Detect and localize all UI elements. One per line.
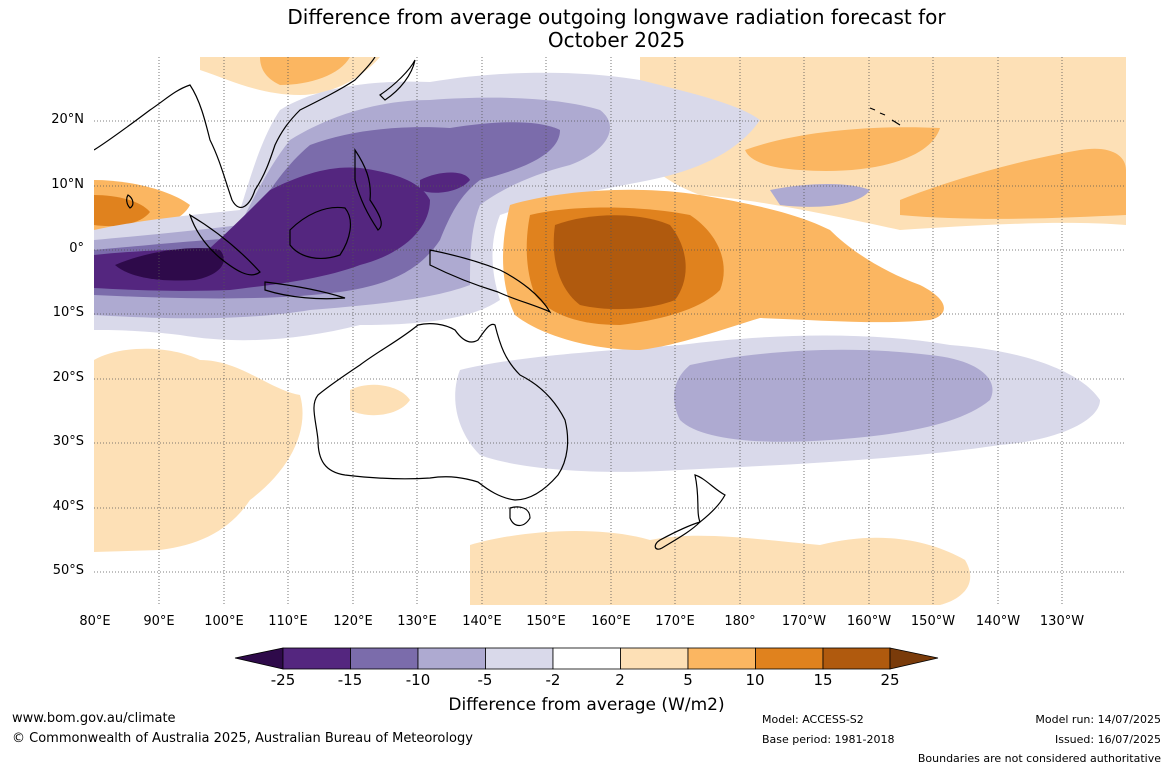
positive-anomaly-region-southern-ocean [470, 530, 971, 605]
colorbar-segment-pos5 [687, 647, 756, 670]
colorbar-segment-neutral [552, 647, 621, 670]
hawaii-islands [869, 107, 901, 126]
positive-anomaly-region-japan [260, 57, 350, 85]
australia-coastline [313, 323, 569, 501]
lon-label-150e: 150°E [526, 614, 566, 629]
anomaly-field [94, 57, 1126, 605]
colorbar-segment-neg5 [485, 647, 554, 670]
new-zealand-north-coastline [694, 474, 726, 523]
footer-url: www.bom.gov.au/climate [12, 711, 176, 726]
lon-label-80e: 80°E [79, 614, 111, 629]
lon-label-170w: 170°W [781, 614, 827, 629]
colorbar [234, 647, 939, 670]
chart-title-line1: Difference from average outgoing longwav… [287, 5, 946, 29]
colorbar-segment-pos10 [755, 647, 824, 670]
lon-label-110e: 110°E [268, 614, 308, 629]
negative-anomaly-region-philippine-sea [420, 172, 470, 193]
colorbar-segment-pos15 [822, 647, 891, 670]
lon-label-140e: 140°E [462, 614, 502, 629]
lat-label-10n: 10°N [51, 177, 84, 192]
colorbar-segment-neg25 [282, 647, 351, 670]
colorbar-tick-label: 10 [745, 671, 765, 689]
colorbar-segment-pos2 [620, 647, 689, 670]
sri-lanka-coastline [126, 194, 134, 209]
footer-issued: Issued: 16/07/2025 [1054, 733, 1161, 746]
lon-label-130w: 130°W [1039, 614, 1085, 629]
lon-label-180: 180° [724, 614, 756, 629]
lat-label-0: 0° [69, 241, 84, 256]
colorbar-tick-label: -2 [545, 671, 561, 689]
positive-anomaly-region-indian-ocean-south [94, 348, 303, 552]
philippines-coastline [354, 148, 382, 231]
lat-label-30s: 30°S [52, 434, 84, 449]
colorbar-extend-max [889, 647, 939, 670]
colorbar-segment-neg15 [350, 647, 419, 670]
colorbar-tick-label: -15 [337, 671, 363, 689]
footer-copyright: © Commonwealth of Australia 2025, Austra… [12, 731, 473, 746]
lon-label-100e: 100°E [204, 614, 244, 629]
colorbar-tick-label: -25 [270, 671, 296, 689]
mainland-asia-coastline [94, 57, 376, 208]
negative-anomaly-region-pacific-north-band [770, 184, 870, 207]
lon-label-130e: 130°E [397, 614, 437, 629]
lon-label-170e: 170°E [655, 614, 695, 629]
lat-label-20n: 20°N [51, 112, 84, 127]
colorbar-tick-label: 25 [880, 671, 900, 689]
lon-label-120e: 120°E [333, 614, 373, 629]
lat-label-10s: 10°S [52, 305, 84, 320]
borneo-coastline [289, 206, 352, 259]
chart-title-line2: October 2025 [547, 28, 686, 52]
tasmania-coastline [509, 506, 531, 527]
colorbar-tick-label: -5 [477, 671, 493, 689]
colorbar-tick-label: 5 [683, 671, 693, 689]
japan-coastline [379, 59, 416, 101]
negative-anomaly-region-indian-extreme [115, 248, 224, 281]
colorbar-tick-label: -10 [405, 671, 431, 689]
colorbar-label: Difference from average (W/m2) [448, 695, 725, 715]
new-zealand-south-coastline [654, 521, 701, 550]
lon-label-150w: 150°W [910, 614, 956, 629]
coastlines [94, 57, 901, 550]
colorbar-tick-label: 2 [615, 671, 625, 689]
footer-disclaimer: Boundaries are not considered authoritat… [917, 752, 1161, 765]
footer-base-period: Base period: 1981-2018 [762, 733, 895, 746]
new-guinea-coastline [429, 249, 552, 314]
footer-model-run: Model run: 14/07/2025 [1035, 713, 1161, 726]
sumatra-coastline [188, 213, 261, 276]
lon-label-160e: 160°E [591, 614, 631, 629]
positive-anomaly-region-tasman [350, 384, 410, 416]
colorbar-extend-min [234, 647, 284, 670]
java-coastline [264, 281, 346, 300]
positive-anomaly-region-north-pacific-core [745, 127, 940, 171]
colorbar-segment-neg10 [417, 647, 486, 670]
graticule [94, 57, 1126, 605]
lon-label-90e: 90°E [143, 614, 175, 629]
lon-label-140w: 140°W [975, 614, 1021, 629]
lat-label-50s: 50°S [52, 563, 84, 578]
lon-label-160w: 160°W [846, 614, 892, 629]
lat-label-20s: 20°S [52, 370, 84, 385]
positive-anomaly-region-west-indian-core [94, 195, 150, 227]
lat-label-40s: 40°S [52, 499, 84, 514]
footer-model: Model: ACCESS-S2 [762, 713, 864, 726]
positive-anomaly-region-east-pacific-core [900, 148, 1126, 219]
negative-anomaly-region-pacific-south-medium [674, 349, 993, 442]
colorbar-tick-label: 15 [813, 671, 833, 689]
positive-anomaly-region-equatorial-pacific-peak [553, 215, 686, 310]
